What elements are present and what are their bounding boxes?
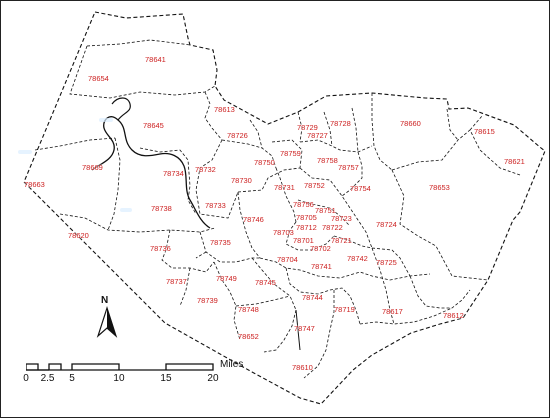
zip-label-78735: 78735 xyxy=(210,238,231,247)
scale-units: Miles xyxy=(220,359,244,370)
zip-label-78751: 78751 xyxy=(315,206,336,215)
scale-tick-3: 10 xyxy=(113,373,125,384)
zip-label-78734: 78734 xyxy=(163,169,184,178)
zip-label-78728: 78728 xyxy=(330,119,351,128)
river xyxy=(91,116,211,229)
zip-label-78621: 78621 xyxy=(504,157,525,166)
zip-label-78756: 78756 xyxy=(293,200,314,209)
zip-label-78747: 78747 xyxy=(294,324,315,333)
zip-label-78645: 78645 xyxy=(143,121,164,130)
zip-label-78722: 78722 xyxy=(322,223,343,232)
zip-label-78610: 78610 xyxy=(292,363,313,372)
zip-label-78726: 78726 xyxy=(227,131,248,140)
zip-label-78723: 78723 xyxy=(331,214,352,223)
scale-tick-1: 2.5 xyxy=(40,373,55,384)
zip-label-78701: 78701 xyxy=(293,236,314,245)
zip-label-78731: 78731 xyxy=(274,183,295,192)
zip-label-78654: 78654 xyxy=(88,74,109,83)
zip-label-78724: 78724 xyxy=(376,220,397,229)
zip-label-78703: 78703 xyxy=(273,228,294,237)
county-boundary xyxy=(23,11,546,405)
zip-label-78750: 78750 xyxy=(254,158,275,167)
zip-label-78617: 78617 xyxy=(382,307,403,316)
scale-bar xyxy=(26,363,214,371)
north-label: N xyxy=(101,295,109,306)
zip-label-78732: 78732 xyxy=(195,165,216,174)
scale-tick-2: 5 xyxy=(69,373,75,384)
zip-label-78754: 78754 xyxy=(350,184,371,193)
zip-label-78704: 78704 xyxy=(277,255,298,264)
scale-tick-4: 15 xyxy=(160,373,172,384)
zip-label-78746: 78746 xyxy=(243,215,264,224)
zip-label-78758: 78758 xyxy=(317,156,338,165)
zip-label-78653: 78653 xyxy=(429,183,450,192)
zip-label-78663: 78663 xyxy=(24,180,45,189)
zip-label-78738: 78738 xyxy=(151,204,172,213)
zip-label-78737: 78737 xyxy=(166,277,187,286)
zip-label-78749: 78749 xyxy=(216,274,237,283)
zip-label-78705: 78705 xyxy=(296,213,317,222)
zip-label-78745: 78745 xyxy=(255,278,276,287)
zip-label-78742: 78742 xyxy=(347,254,368,263)
zip-label-78748: 78748 xyxy=(238,305,259,314)
zip-label-78759: 78759 xyxy=(280,149,301,158)
zip-label-78733: 78733 xyxy=(205,201,226,210)
zip-label-78725: 78725 xyxy=(376,258,397,267)
zip-label-78744: 78744 xyxy=(302,293,323,302)
zip-label-78641: 78641 xyxy=(145,55,166,64)
map-smudge xyxy=(120,208,132,212)
zip-label-78719: 78719 xyxy=(334,305,355,314)
scale-tick-5: 20 xyxy=(207,373,219,384)
zip-label-78730: 78730 xyxy=(231,176,252,185)
zip-label-78660: 78660 xyxy=(400,119,421,128)
zip-label-78736: 78736 xyxy=(150,244,171,253)
zip-label-78612: 78612 xyxy=(443,311,464,320)
zip-label-78712: 78712 xyxy=(296,223,317,232)
zip-label-78702: 78702 xyxy=(310,244,331,253)
zip-label-78739: 78739 xyxy=(197,296,218,305)
zip-label-78752: 78752 xyxy=(304,181,325,190)
zip-label-78613: 78613 xyxy=(214,105,235,114)
scale-tick-0: 0 xyxy=(23,373,29,384)
zip-label-78729: 78729 xyxy=(297,123,318,132)
zip-boundaries xyxy=(34,39,521,379)
map-smudge xyxy=(99,118,113,122)
zip-label-78669: 78669 xyxy=(82,163,103,172)
north-arrow-icon xyxy=(96,306,118,338)
zip-label-78615: 78615 xyxy=(474,127,495,136)
zip-label-78620: 78620 xyxy=(68,231,89,240)
zip-label-78741: 78741 xyxy=(311,262,332,271)
zip-label-78721: 78721 xyxy=(331,236,352,245)
zip-label-78757: 78757 xyxy=(338,163,359,172)
zip-label-78652: 78652 xyxy=(238,332,259,341)
map-smudge xyxy=(18,150,32,154)
zip-label-78727: 78727 xyxy=(307,131,328,140)
